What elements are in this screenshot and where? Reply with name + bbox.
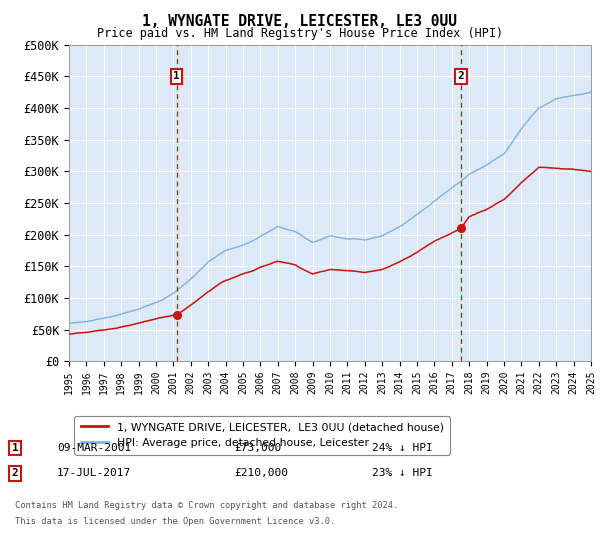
Text: 1: 1 <box>11 443 19 453</box>
Text: Contains HM Land Registry data © Crown copyright and database right 2024.: Contains HM Land Registry data © Crown c… <box>15 501 398 510</box>
Text: £73,000: £73,000 <box>234 443 281 453</box>
Text: This data is licensed under the Open Government Licence v3.0.: This data is licensed under the Open Gov… <box>15 517 335 526</box>
Text: 17-JUL-2017: 17-JUL-2017 <box>57 468 131 478</box>
Text: £210,000: £210,000 <box>234 468 288 478</box>
Text: 09-MAR-2001: 09-MAR-2001 <box>57 443 131 453</box>
Text: 24% ↓ HPI: 24% ↓ HPI <box>372 443 433 453</box>
Text: 1: 1 <box>173 72 180 81</box>
Legend: 1, WYNGATE DRIVE, LEICESTER,  LE3 0UU (detached house), HPI: Average price, deta: 1, WYNGATE DRIVE, LEICESTER, LE3 0UU (de… <box>74 416 450 455</box>
Text: 1, WYNGATE DRIVE, LEICESTER, LE3 0UU: 1, WYNGATE DRIVE, LEICESTER, LE3 0UU <box>143 14 458 29</box>
Text: 23% ↓ HPI: 23% ↓ HPI <box>372 468 433 478</box>
Text: Price paid vs. HM Land Registry's House Price Index (HPI): Price paid vs. HM Land Registry's House … <box>97 27 503 40</box>
Text: 2: 2 <box>458 72 464 81</box>
Text: 2: 2 <box>11 468 19 478</box>
